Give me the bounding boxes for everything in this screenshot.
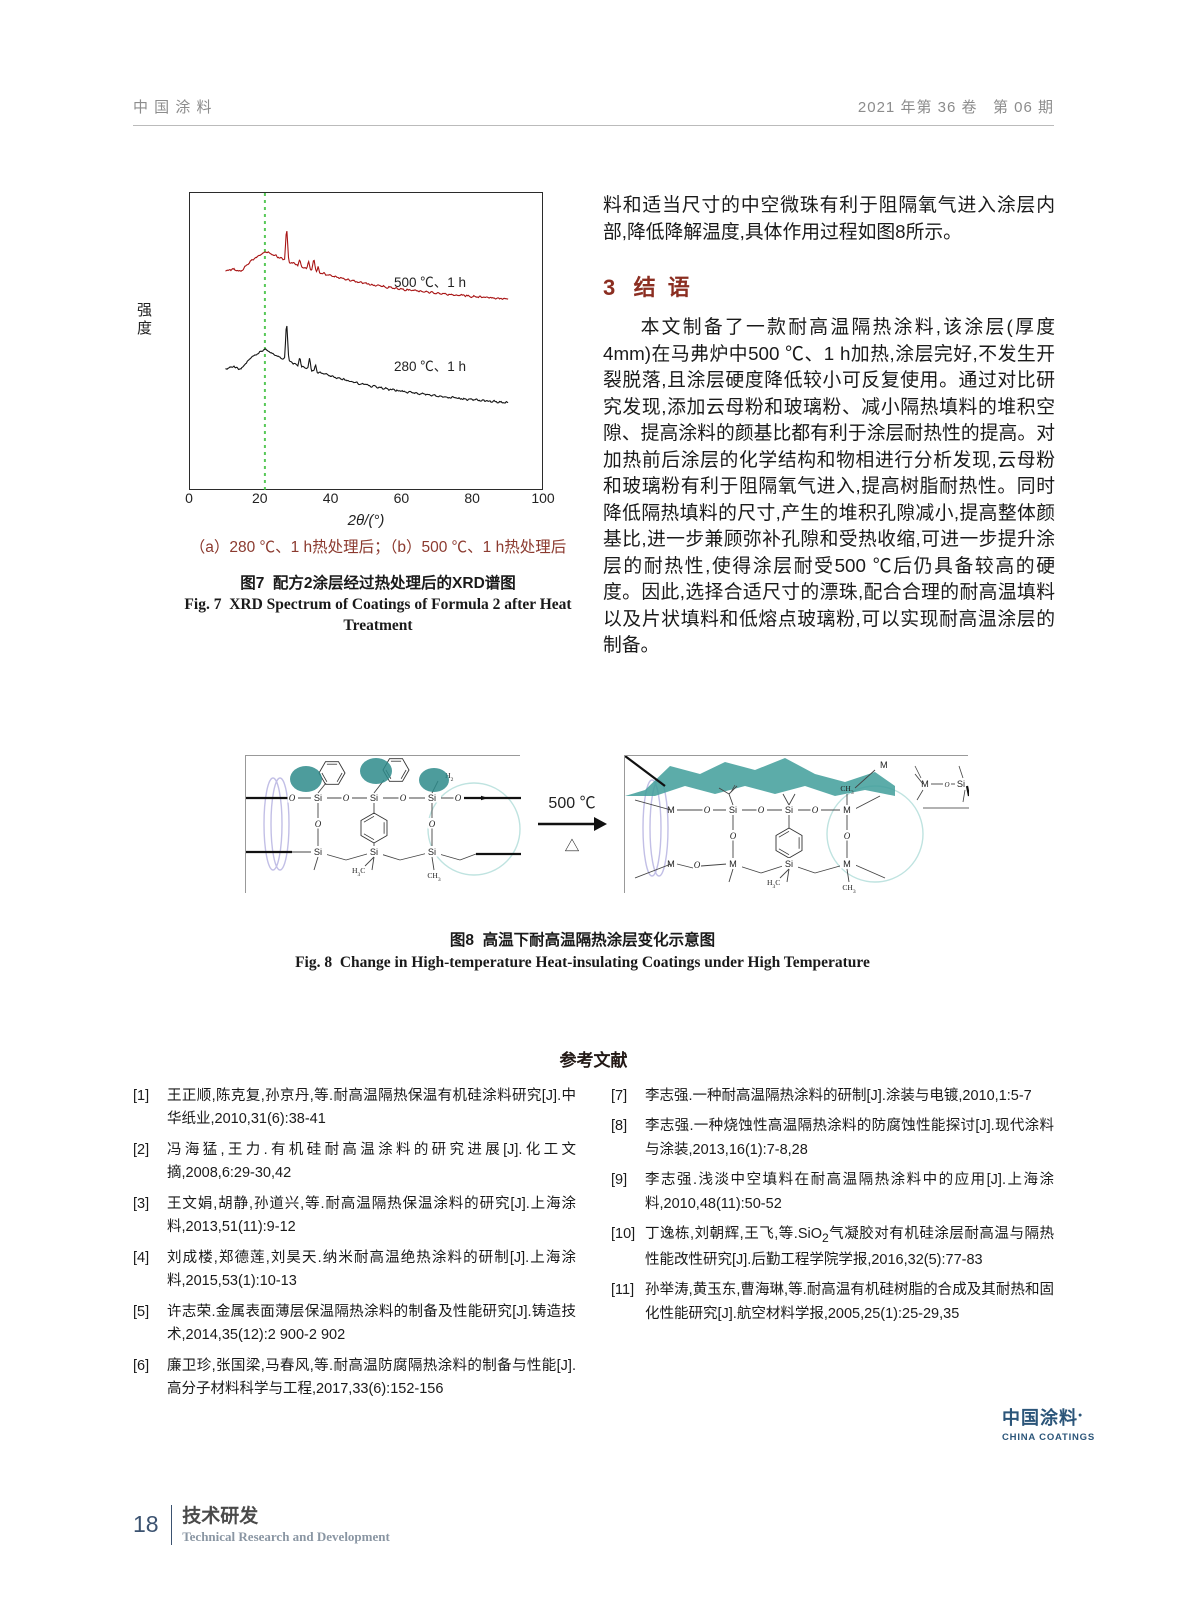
svg-text:O: O [704, 805, 711, 815]
svg-text:O: O [844, 831, 851, 841]
svg-text:M: M [729, 859, 737, 869]
svg-text:Si: Si [729, 805, 737, 815]
svg-text:O: O [343, 793, 350, 803]
svg-text:Si: Si [785, 859, 793, 869]
svg-text:M: M [667, 859, 675, 869]
svg-text:Si: Si [314, 847, 322, 857]
svg-text:Si: Si [370, 793, 378, 803]
svg-text:O: O [694, 860, 701, 870]
svg-text:Si: Si [428, 847, 436, 857]
svg-text:Si: Si [314, 793, 322, 803]
svg-text:280 ℃、1 h: 280 ℃、1 h [394, 359, 466, 374]
svg-text:O: O [812, 805, 819, 815]
svg-text:M: M [843, 859, 851, 869]
svg-text:O: O [289, 793, 296, 803]
svg-text:O: O [730, 831, 737, 841]
svg-text:O: O [455, 793, 462, 803]
svg-text:M: M [880, 760, 888, 770]
svg-text:O: O [429, 819, 436, 829]
svg-text:O: O [400, 793, 407, 803]
svg-text:Si: Si [957, 779, 965, 789]
svg-text:M: M [843, 805, 851, 815]
svg-text:M: M [667, 805, 675, 815]
svg-text:O: O [315, 819, 322, 829]
svg-text:500 ℃、1 h: 500 ℃、1 h [394, 275, 466, 290]
svg-text:M: M [921, 779, 929, 789]
svg-text:O: O [944, 781, 949, 789]
svg-text:Si: Si [428, 793, 436, 803]
svg-text:Si: Si [370, 847, 378, 857]
svg-text:O: O [758, 805, 765, 815]
svg-text:Si: Si [785, 805, 793, 815]
